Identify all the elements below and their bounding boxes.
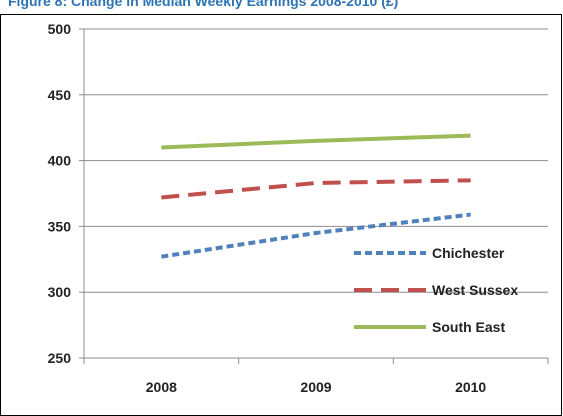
y-tick-label: 500 <box>48 21 72 37</box>
chart-frame <box>0 14 562 416</box>
series-lines <box>161 133 471 259</box>
y-tick-label: 400 <box>48 153 72 169</box>
y-tick-label: 350 <box>48 218 72 234</box>
x-tick-label: 2008 <box>146 379 177 395</box>
legend-label: South East <box>432 319 505 335</box>
y-tick-label: 450 <box>48 87 72 103</box>
axes <box>79 28 549 364</box>
series-line-west-sussex <box>161 178 471 200</box>
y-tick-label: 300 <box>48 284 72 300</box>
y-axis-ticks: 250 300 350 400 450 500 <box>48 21 72 366</box>
x-axis-ticks: 2008 2009 2010 <box>146 379 487 395</box>
legend-label: West Sussex <box>432 282 518 298</box>
gridlines <box>84 28 548 293</box>
x-tick-label: 2009 <box>300 379 331 395</box>
series-line-chichester <box>161 212 471 259</box>
figure-title: Figure 8: Change in Median Weekly Earnin… <box>8 0 399 9</box>
y-tick-label: 250 <box>48 350 72 366</box>
x-tick-label: 2010 <box>455 379 486 395</box>
legend: Chichester West Sussex South East <box>354 245 518 335</box>
legend-label: Chichester <box>432 245 505 261</box>
series-line-south-east <box>161 133 471 150</box>
